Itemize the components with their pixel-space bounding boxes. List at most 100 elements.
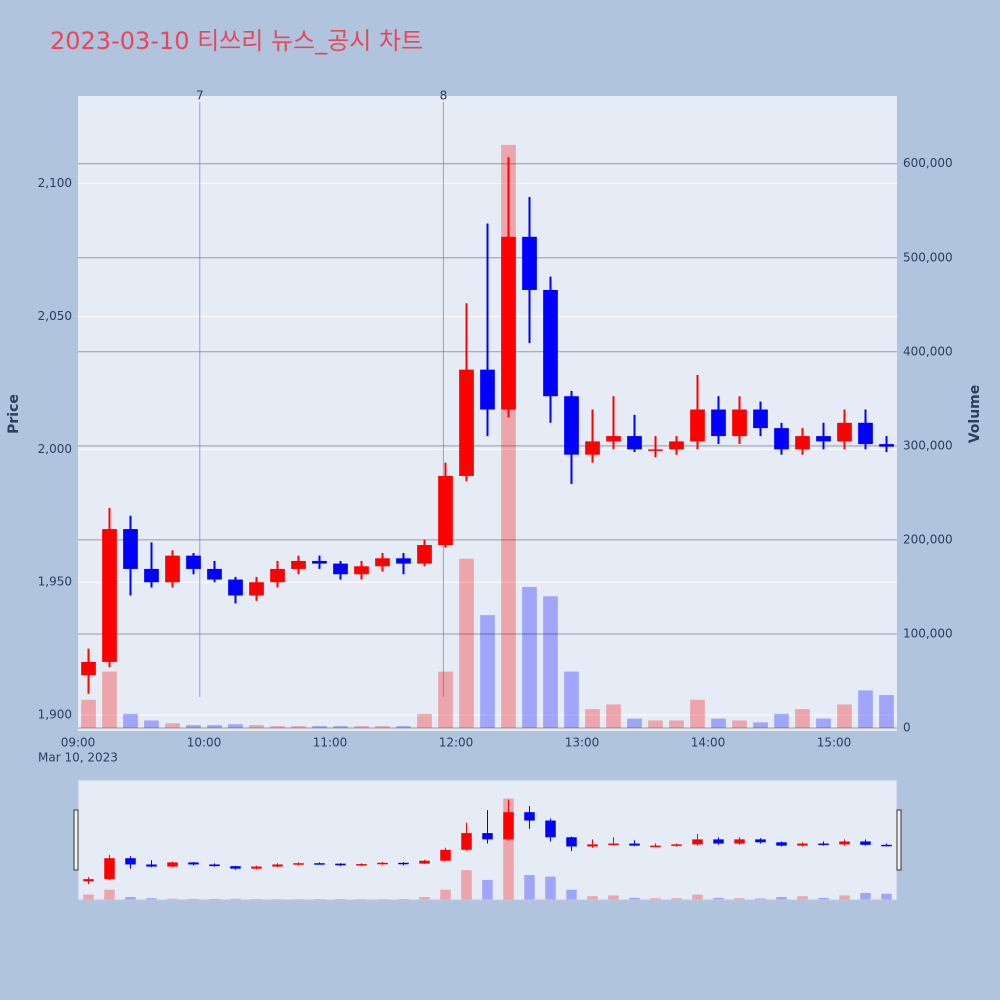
y-tick-label: 2,100 xyxy=(38,176,72,190)
slider-volume-bar xyxy=(104,889,115,900)
x-tick-label: 14:00 xyxy=(691,736,726,750)
slider-candle-body xyxy=(524,812,535,821)
slider-volume-bar xyxy=(881,893,892,900)
candle-body xyxy=(585,441,600,455)
slider-volume-bar xyxy=(839,895,850,900)
y-axis-title: Price xyxy=(6,394,22,434)
y2-tick-label: 500,000 xyxy=(903,250,953,264)
slider-volume-bar xyxy=(125,897,136,900)
slider-volume-bar xyxy=(650,898,661,900)
slider-volume-bar xyxy=(608,895,619,900)
slider-volume-bar xyxy=(734,898,745,900)
candle-body xyxy=(165,555,180,583)
slider-candle-body xyxy=(167,862,178,867)
slider-volume-bar xyxy=(776,897,787,900)
x-tick-label: 10:00 xyxy=(187,736,222,750)
x-tick-label: 12:00 xyxy=(439,736,474,750)
candle-body xyxy=(123,529,138,569)
slider-candle-body xyxy=(482,833,493,840)
slider-candle-body xyxy=(104,858,115,880)
volume-bar xyxy=(186,725,201,728)
candle-body xyxy=(837,422,852,442)
candle-body xyxy=(690,409,705,442)
volume-bar xyxy=(837,704,852,728)
volume-bar xyxy=(795,709,810,728)
candle-body xyxy=(774,428,789,450)
candle-body xyxy=(606,436,621,442)
candle-body xyxy=(354,566,369,575)
volume-bar xyxy=(774,713,789,728)
slider-candle-body xyxy=(209,864,220,867)
event-label: 7 xyxy=(196,89,204,103)
slider-volume-bar xyxy=(83,894,94,900)
candle-body xyxy=(291,560,306,569)
slider-candle-body xyxy=(83,879,94,882)
chart-title: 2023-03-10 티쓰리 뉴스_공시 차트 xyxy=(50,27,423,55)
slider-candle-body xyxy=(503,812,514,840)
slider-candle-body xyxy=(377,862,388,865)
slider-handle[interactable] xyxy=(896,809,902,871)
slider-volume-bar xyxy=(629,897,640,900)
y2-tick-label: 0 xyxy=(903,720,911,734)
volume-bar xyxy=(858,690,873,728)
candle-body xyxy=(480,369,495,410)
slider-volume-bar xyxy=(230,898,241,900)
slider-candle-body xyxy=(797,843,808,846)
candle-body xyxy=(186,555,201,569)
candle-body xyxy=(795,436,810,450)
slider-candle-body xyxy=(545,820,556,838)
candle-body xyxy=(648,449,663,451)
volume-bar xyxy=(312,726,327,728)
slider-volume-bar xyxy=(482,879,493,900)
y-tick-label: 1,950 xyxy=(38,575,72,589)
slider-volume-bar xyxy=(818,897,829,900)
slider-candle-body xyxy=(734,839,745,844)
y-tick-label: 2,000 xyxy=(38,442,72,456)
candle-body xyxy=(207,568,222,580)
slider-candle-body xyxy=(314,863,325,865)
y2-tick-label: 600,000 xyxy=(903,156,953,170)
volume-bar xyxy=(711,718,726,728)
candle-body xyxy=(564,396,579,455)
slider-handle[interactable] xyxy=(73,809,79,871)
candle-body xyxy=(438,475,453,546)
volume-bar xyxy=(228,724,243,728)
candle-body xyxy=(249,582,264,596)
candle-body xyxy=(753,409,768,429)
slider-candle-body xyxy=(755,839,766,843)
volume-bar xyxy=(354,726,369,728)
slider-volume-bar xyxy=(146,898,157,900)
slider-volume-bar xyxy=(713,897,724,900)
volume-bar xyxy=(522,586,537,728)
slider-volume-bar xyxy=(461,870,472,900)
event-label: 8 xyxy=(440,89,448,103)
slider-volume-bar xyxy=(503,798,514,900)
y2-tick-label: 300,000 xyxy=(903,438,953,452)
slider-candle-body xyxy=(587,844,598,847)
volume-bar xyxy=(270,726,285,728)
slider-candle-body xyxy=(335,863,346,866)
slider-volume-bar xyxy=(671,898,682,900)
y2-tick-label: 400,000 xyxy=(903,344,953,358)
slider-candle-body xyxy=(230,866,241,869)
volume-bar xyxy=(333,726,348,728)
candle-body xyxy=(396,558,411,564)
candle-body xyxy=(711,409,726,437)
y-tick-label: 2,050 xyxy=(38,309,72,323)
volume-bar xyxy=(396,726,411,728)
candle-body xyxy=(102,529,117,662)
slider-candle-body xyxy=(272,864,283,867)
volume-bar xyxy=(879,695,894,728)
slider-candle-body xyxy=(293,863,304,865)
volume-bar xyxy=(291,726,306,728)
volume-bar xyxy=(753,722,768,728)
y2-tick-label: 200,000 xyxy=(903,532,953,546)
candle-body xyxy=(627,436,642,450)
candle-body xyxy=(858,422,873,445)
slider-volume-bar xyxy=(797,896,808,900)
slider-volume-bar xyxy=(545,876,556,900)
slider-candle-body xyxy=(692,839,703,845)
volume-bar xyxy=(81,699,96,728)
volume-bar xyxy=(627,718,642,728)
volume-bar xyxy=(816,718,831,728)
